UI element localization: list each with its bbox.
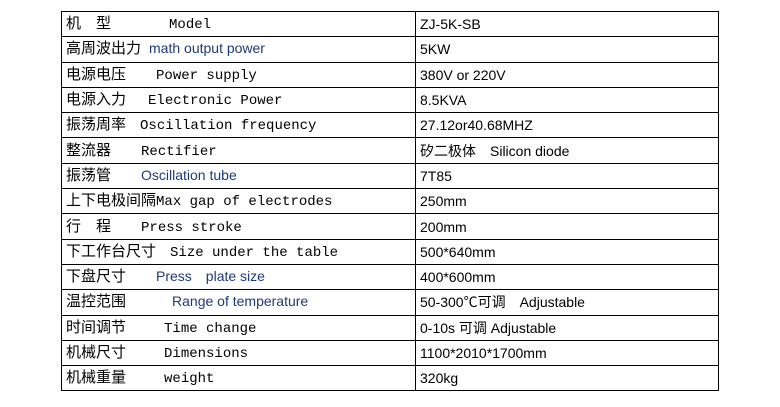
- table-row: 机 型 Model ZJ-5K-SB: [61, 10, 719, 38]
- table-row: 上下电极间隔Max gap of electrodes 250mm: [61, 188, 719, 215]
- parameter-name-zh: 电源电压: [66, 64, 127, 83]
- parameter-name-zh: 高周波出力: [66, 39, 142, 58]
- parameter-name-zh: 温控范围: [66, 292, 127, 311]
- value-cell: 5KW: [415, 36, 719, 63]
- value-cell: 380V or 220V: [415, 61, 719, 88]
- value-cell: 250mm: [415, 188, 719, 215]
- parameter-name-zh: 上下电极间隔: [66, 191, 157, 210]
- parameter-name-zh: 振荡周率: [66, 115, 127, 134]
- value-cell: 500*640mm: [415, 238, 719, 265]
- parameter-cell: 机械尺寸 Dimensions: [61, 339, 416, 367]
- table-row: 高周波出力 math output power 5KW: [61, 36, 719, 63]
- value-cell: 400*600mm: [415, 263, 719, 291]
- parameter-name-en: math output power: [149, 40, 265, 57]
- value-cell: 27.12or40.68MHZ: [415, 112, 719, 139]
- table-row: 温控范围 Range of temperature 50-300℃可调 Adjust…: [61, 289, 719, 316]
- table-row: 振荡管 Oscillation tube 7T85: [61, 162, 719, 190]
- parameter-name-en: weight: [164, 371, 215, 388]
- value-cell: 50-300℃可调 Adjustable: [415, 289, 719, 316]
- parameter-cell: 温控范围 Range of temperature: [61, 289, 416, 316]
- parameter-name-zh: 下工作台尺寸: [66, 241, 157, 260]
- parameter-name-en: Oscillation frequency: [140, 118, 317, 135]
- table-row: 下盘尺寸 Press plate size 400*600mm: [61, 263, 719, 291]
- parameter-name-en: Dimensions: [164, 346, 249, 362]
- parameter-cell: 时间调节 Time change: [61, 314, 416, 341]
- parameter-name-en: Time change: [164, 320, 257, 337]
- parameter-name-zh: 时间调节: [66, 317, 127, 336]
- table-row: 时间调节 Time change 0-10s 可调 Adjustable: [61, 314, 719, 341]
- parameter-cell: 振荡周率 Oscillation frequency: [61, 112, 416, 139]
- parameter-cell: 高周波出力 math output power: [61, 36, 416, 63]
- parameter-name-zh: 振荡管: [66, 165, 112, 184]
- parameter-cell: 下工作台尺寸 Size under the table: [61, 238, 416, 265]
- parameter-cell: 整流器 Rectifier: [61, 137, 416, 164]
- parameter-name-zh: 机械尺寸: [66, 343, 127, 361]
- parameter-cell: 行 程 Press stroke: [61, 213, 416, 240]
- table-row: 行 程 Press stroke 200mm: [61, 213, 719, 240]
- parameter-name-en: Model: [169, 17, 212, 34]
- parameter-name-zh: 行 程: [66, 216, 112, 235]
- parameter-name-en: Max gap of electrodes: [156, 194, 333, 211]
- table-row: 振荡周率 Oscillation frequency 27.12or40.68MHZ: [61, 112, 719, 139]
- parameter-name-zh: 整流器: [66, 140, 112, 159]
- parameter-cell: 下盘尺寸 Press plate size: [61, 263, 416, 291]
- parameter-name-en: Press plate size: [156, 268, 265, 285]
- value-cell: ZJ-5K-SB: [415, 10, 719, 38]
- parameter-name-zh: 机 型: [66, 14, 112, 33]
- table-row: 机械尺寸 Dimensions 1100*2010*1700mm: [61, 339, 719, 367]
- parameter-cell: 振荡管 Oscillation tube: [61, 162, 416, 190]
- value-cell: 7T85: [415, 162, 719, 190]
- value-cell: 1100*2010*1700mm: [415, 339, 719, 367]
- parameter-name-zh: 机械重量: [66, 368, 127, 387]
- value-cell: 矽二极体 Silicon diode: [415, 137, 719, 164]
- parameter-cell: 上下电极间隔Max gap of electrodes: [61, 188, 416, 215]
- parameter-name-en: Oscillation tube: [141, 166, 237, 183]
- parameter-name-en: Range of temperature: [172, 293, 309, 310]
- parameter-cell: 电源电压 Power supply: [61, 61, 416, 88]
- parameter-cell: 电源入力 Electronic Power: [61, 86, 416, 114]
- parameter-name-zh: 电源入力: [66, 90, 127, 109]
- table-row: 整流器 Rectifier 矽二极体 Silicon diode: [61, 137, 719, 164]
- spec-table: 机 型 Model ZJ-5K-SB 高周波出力 math output power 5K…: [61, 10, 719, 392]
- value-cell: 8.5KVA: [415, 86, 719, 114]
- table-row: 电源入力 Electronic Power 8.5KVA: [61, 86, 719, 114]
- parameter-cell: 机 型 Model: [61, 10, 416, 38]
- parameter-name-en: Power supply: [156, 67, 257, 84]
- parameter-name-zh: 下盘尺寸: [66, 267, 127, 286]
- parameter-name-en: Electronic Power: [148, 93, 283, 110]
- value-cell: 320kg: [415, 365, 719, 392]
- value-cell: 0-10s 可调 Adjustable: [415, 314, 719, 341]
- parameter-name-en: Size under the table: [170, 244, 339, 261]
- value-cell: 200mm: [415, 213, 719, 240]
- parameter-cell: 机械重量 weight: [61, 365, 416, 392]
- table-row: 电源电压 Power supply 380V or 220V: [61, 61, 719, 88]
- table-row: 下工作台尺寸 Size under the table 500*640mm: [61, 238, 719, 265]
- parameter-name-en: Press stroke: [141, 219, 242, 236]
- parameter-name-en: Rectifier: [141, 143, 217, 160]
- spec-table-body: 机 型 Model ZJ-5K-SB 高周波出力 math output power 5K…: [61, 10, 719, 392]
- table-row: 机械重量 weight 320kg: [61, 365, 719, 392]
